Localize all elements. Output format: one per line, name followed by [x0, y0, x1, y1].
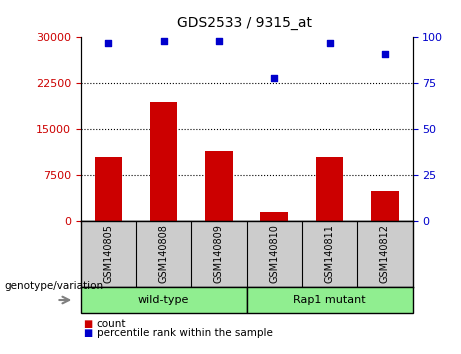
Point — [271, 75, 278, 80]
Bar — [205, 151, 233, 221]
Text: GSM140809: GSM140809 — [214, 224, 224, 284]
Text: ■: ■ — [83, 319, 92, 329]
Text: genotype/variation: genotype/variation — [5, 281, 104, 291]
Text: count: count — [97, 319, 126, 329]
Text: GDS2533 / 9315_at: GDS2533 / 9315_at — [177, 16, 312, 30]
Point — [105, 40, 112, 46]
Text: ■: ■ — [83, 328, 92, 338]
Bar — [81, 287, 247, 313]
Bar — [260, 212, 288, 221]
Bar — [150, 102, 177, 221]
Text: GSM140805: GSM140805 — [103, 224, 113, 284]
Text: GSM140808: GSM140808 — [159, 224, 169, 284]
Text: GSM140811: GSM140811 — [325, 224, 335, 284]
Bar — [95, 157, 122, 221]
Bar — [247, 287, 413, 313]
Bar — [316, 157, 343, 221]
Text: Rap1 mutant: Rap1 mutant — [293, 295, 366, 305]
Point — [160, 38, 167, 44]
Point — [381, 51, 389, 57]
Bar — [371, 190, 399, 221]
Point — [215, 38, 223, 44]
Text: wild-type: wild-type — [138, 295, 189, 305]
Text: percentile rank within the sample: percentile rank within the sample — [97, 328, 273, 338]
Text: GSM140810: GSM140810 — [269, 224, 279, 284]
Point — [326, 40, 333, 46]
Text: GSM140812: GSM140812 — [380, 224, 390, 284]
